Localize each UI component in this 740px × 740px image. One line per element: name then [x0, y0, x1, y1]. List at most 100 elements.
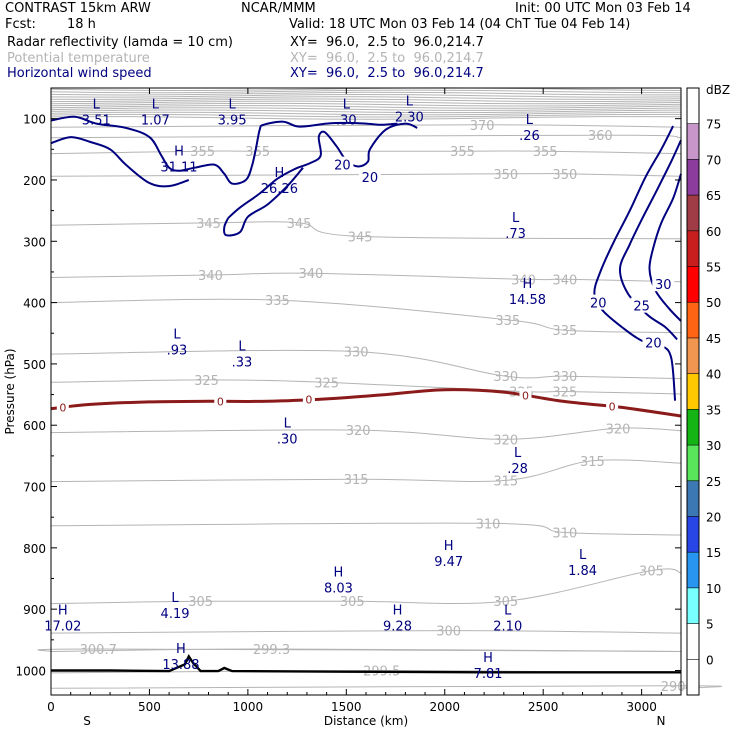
wind-contour	[593, 125, 677, 401]
y-tick-label: 300	[23, 235, 46, 249]
theta-label: 315	[493, 474, 518, 489]
freezing-label-bg	[56, 400, 69, 414]
wind-label-bg	[630, 297, 653, 313]
extremum-marker: L	[343, 98, 351, 113]
extremum-value: .30	[277, 432, 298, 447]
theta-isoline	[50, 568, 682, 605]
theta-label: 320	[493, 433, 518, 448]
theta-label: 340	[552, 273, 577, 288]
extremum-value: .30	[336, 114, 357, 129]
colorbar-swatch	[687, 88, 699, 125]
freezing-label-bg	[214, 394, 227, 408]
wind-label: 25	[633, 300, 650, 315]
theta-isoline	[50, 349, 682, 380]
extremum-value: 9.47	[434, 555, 463, 570]
extremum-marker: H	[274, 166, 284, 181]
colorbar-label: 25	[706, 475, 721, 489]
colorbar-swatch	[687, 480, 699, 517]
theta-label: 290	[661, 680, 686, 695]
colorbar-swatch	[687, 623, 699, 660]
extremum-marker: L	[238, 340, 246, 355]
colorbar-swatch	[687, 659, 699, 696]
colorbar-label: 70	[706, 153, 721, 167]
field-xy-reflectivity: XY= 96.0, 2.5 to 96.0,214.7	[290, 35, 484, 50]
extremum-value: .26	[519, 129, 540, 144]
forecast-hour: 18 h	[67, 17, 96, 32]
extremum-value: 13.88	[162, 658, 199, 673]
extremum-value: 2.10	[493, 619, 522, 634]
source-label: NCAR/MMM	[241, 1, 316, 16]
theta-isoline	[50, 100, 682, 105]
field-xy-theta: XY= 96.0, 2.5 to 96.0,214.7	[290, 51, 484, 66]
theta-isoline	[50, 298, 682, 334]
theta-label: 305	[639, 565, 664, 580]
theta-label: 340	[511, 273, 536, 288]
theta-isoline	[50, 173, 682, 177]
colorbar-unit: dBZ	[706, 83, 730, 97]
freezing-label: 0	[59, 401, 66, 414]
extremum-value: .33	[232, 356, 253, 371]
extremum-marker: L	[526, 113, 534, 128]
freezing-label: 0	[305, 394, 312, 407]
extremum-value: 2.30	[395, 110, 424, 125]
colorbar-frame	[686, 87, 700, 696]
extremum-marker: L	[152, 98, 160, 113]
extremum-value: 9.28	[383, 619, 412, 634]
colorbar-swatch	[687, 195, 699, 232]
theta-label: 355	[245, 145, 270, 160]
wind-contour	[50, 136, 190, 188]
wind-label: 20	[334, 159, 351, 174]
theta-label: 325	[194, 374, 219, 389]
colorbar-swatch	[687, 516, 699, 553]
theta-isoline	[50, 102, 682, 107]
theta-isoline	[50, 91, 682, 96]
theta-isoline	[50, 109, 682, 114]
extremum-marker: L	[173, 327, 181, 342]
colorbar-label: 5	[706, 618, 714, 632]
colorbar-label: 40	[706, 368, 721, 382]
wind-contour	[618, 139, 682, 341]
theta-label: 305	[493, 595, 518, 610]
extremum-value: 3.95	[218, 114, 247, 129]
colorbar-label: 30	[706, 439, 721, 453]
theta-label: 310	[552, 527, 577, 542]
theta-isoline	[50, 427, 682, 440]
theta-label: 345	[348, 230, 373, 245]
extremum-marker: L	[284, 416, 292, 431]
colorbar-swatch	[687, 302, 699, 339]
theta-isoline	[50, 522, 682, 536]
theta-label: 355	[450, 145, 475, 160]
extremum-marker: L	[514, 446, 522, 461]
colorbar-label: 75	[706, 118, 721, 132]
colorbar-label: 20	[706, 510, 721, 524]
extremum-marker: H	[334, 565, 344, 580]
y-tick-label: 900	[23, 603, 46, 617]
wind-label: 30	[655, 278, 672, 293]
colorbar-label: 35	[706, 403, 721, 417]
theta-label: 305	[340, 595, 365, 610]
extremum-value: .28	[507, 462, 528, 477]
field-name-theta: Potential temperature	[7, 51, 150, 66]
theta-label: 335	[552, 324, 577, 339]
wind-label-bg	[358, 168, 381, 184]
endpoint-right: N	[657, 714, 666, 728]
x-tick-label: 0	[47, 700, 55, 714]
freezing-label-bg	[519, 388, 532, 402]
extremum-value: .93	[167, 343, 188, 358]
valid-time: Valid: 18 UTC Mon 03 Feb 14 (04 ChT Tue …	[289, 17, 631, 32]
colorbar-swatch	[687, 373, 699, 410]
theta-label: 325	[314, 376, 339, 391]
freezing-label: 0	[609, 400, 616, 413]
terrain-line	[51, 653, 681, 674]
theta-isoline	[50, 116, 682, 120]
theta-isoline	[50, 93, 682, 98]
extremum-marker: H	[444, 539, 454, 554]
theta-isoline	[50, 107, 682, 111]
extremum-value: 4.19	[161, 607, 190, 622]
wind-label-bg	[652, 276, 675, 292]
theta-label: 325	[552, 386, 577, 401]
theta-isoline	[50, 105, 682, 109]
init-time: Init: 00 UTC Mon 03 Feb 14	[515, 1, 691, 16]
theta-label: 300	[436, 625, 461, 640]
